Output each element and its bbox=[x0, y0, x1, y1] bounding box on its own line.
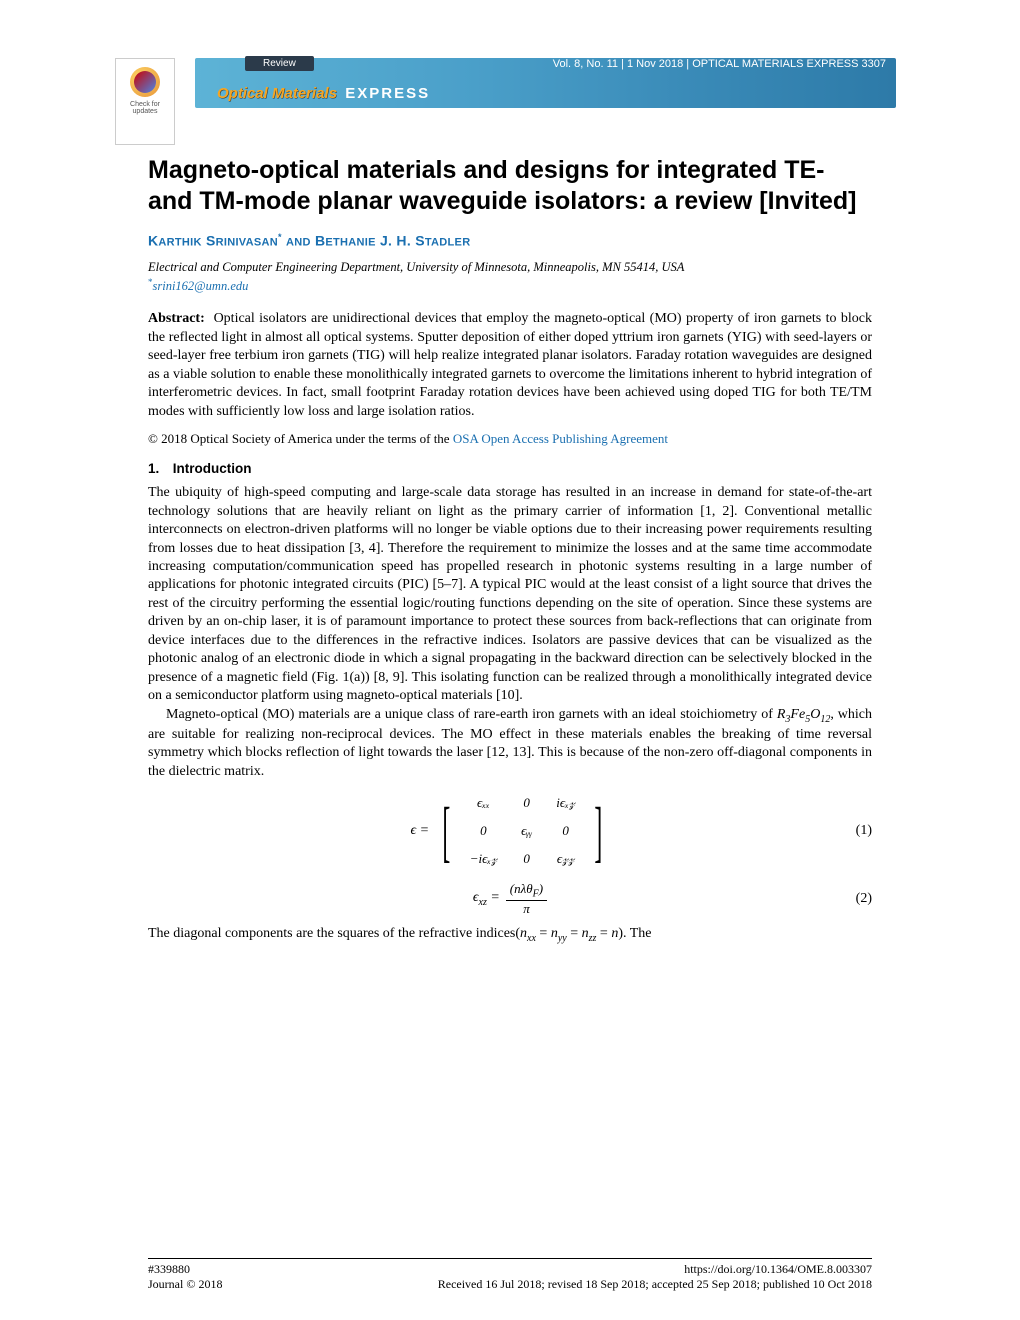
m13: iϵₓ𝓏 bbox=[544, 789, 587, 817]
publication-dates: Received 16 Jul 2018; revised 18 Sep 201… bbox=[438, 1277, 872, 1292]
doi-link[interactable]: https://doi.org/10.1364/OME.8.003307 bbox=[438, 1262, 872, 1277]
review-badge: Review bbox=[245, 56, 314, 71]
crossmark-badge[interactable]: Check for updates bbox=[115, 58, 175, 145]
journal-copyright: Journal © 2018 bbox=[148, 1277, 222, 1292]
abstract-text: Optical isolators are unidirectional dev… bbox=[148, 311, 872, 418]
paragraph-1: The ubiquity of high-speed computing and… bbox=[148, 484, 872, 706]
equation-1: ϵ = [ ϵₓₓ0iϵₓ𝓏 0ϵᵧᵧ0 −iϵₓ𝓏0ϵ𝓏𝓏 ] (1) bbox=[148, 789, 872, 873]
m22: ϵᵧᵧ bbox=[509, 817, 544, 845]
dielectric-matrix: ϵₓₓ0iϵₓ𝓏 0ϵᵧᵧ0 −iϵₓ𝓏0ϵ𝓏𝓏 bbox=[458, 789, 587, 873]
eq2-number: (2) bbox=[856, 891, 872, 907]
m33: ϵ𝓏𝓏 bbox=[544, 845, 587, 873]
article-title: Magneto-optical materials and designs fo… bbox=[148, 155, 872, 218]
check-text-2: updates bbox=[116, 108, 174, 115]
section-1-heading: 1. Introduction bbox=[148, 461, 872, 476]
right-bracket-icon: ] bbox=[594, 801, 602, 861]
eq2-fraction: (nλθF) π bbox=[506, 881, 547, 917]
journal-name-part2: EXPRESS bbox=[345, 85, 430, 102]
para2-prefix: Magneto-optical (MO) materials are a uni… bbox=[166, 707, 777, 722]
corresponding-email[interactable]: *srini162@umn.edu bbox=[148, 277, 872, 294]
article-id: #339880 bbox=[148, 1262, 222, 1277]
left-bracket-icon: [ bbox=[442, 801, 450, 861]
check-text-1: Check for bbox=[116, 101, 174, 108]
osa-license-link[interactable]: OSA Open Access Publishing Agreement bbox=[453, 431, 668, 446]
journal-name: Optical Materials EXPRESS bbox=[217, 85, 430, 102]
m32: 0 bbox=[509, 845, 544, 873]
eq2-lhs: ϵxz = bbox=[473, 890, 500, 908]
equation-2: ϵxz = (nλθF) π (2) bbox=[148, 881, 872, 917]
m21: 0 bbox=[458, 817, 509, 845]
paragraph-2: Magneto-optical (MO) materials are a uni… bbox=[148, 706, 872, 781]
journal-name-part1: Optical Materials bbox=[217, 85, 337, 102]
eq1-number: (1) bbox=[856, 823, 872, 839]
paragraph-3: The diagonal components are the squares … bbox=[148, 925, 872, 945]
m11: ϵₓₓ bbox=[458, 789, 509, 817]
crossmark-icon bbox=[130, 67, 160, 97]
m23: 0 bbox=[544, 817, 587, 845]
m12: 0 bbox=[509, 789, 544, 817]
copyright-prefix: © 2018 Optical Society of America under … bbox=[148, 431, 453, 446]
eq1-lhs: ϵ = bbox=[410, 823, 429, 839]
page-footer: #339880 Journal © 2018 https://doi.org/1… bbox=[148, 1258, 872, 1292]
email-text: srini162@umn.edu bbox=[153, 279, 249, 293]
volume-info: Vol. 8, No. 11 | 1 Nov 2018 | OPTICAL MA… bbox=[553, 58, 886, 70]
affiliation: Electrical and Computer Engineering Depa… bbox=[148, 260, 872, 275]
abstract-label: Abstract: bbox=[148, 311, 205, 326]
m31: −iϵₓ𝓏 bbox=[458, 845, 509, 873]
copyright: © 2018 Optical Society of America under … bbox=[148, 431, 872, 447]
authors: KARTHIK SRINIVASAN* AND BETHANIE J. H. S… bbox=[148, 232, 872, 249]
abstract: Abstract: Optical isolators are unidirec… bbox=[148, 310, 872, 421]
journal-header: Review Vol. 8, No. 11 | 1 Nov 2018 | OPT… bbox=[195, 58, 896, 108]
